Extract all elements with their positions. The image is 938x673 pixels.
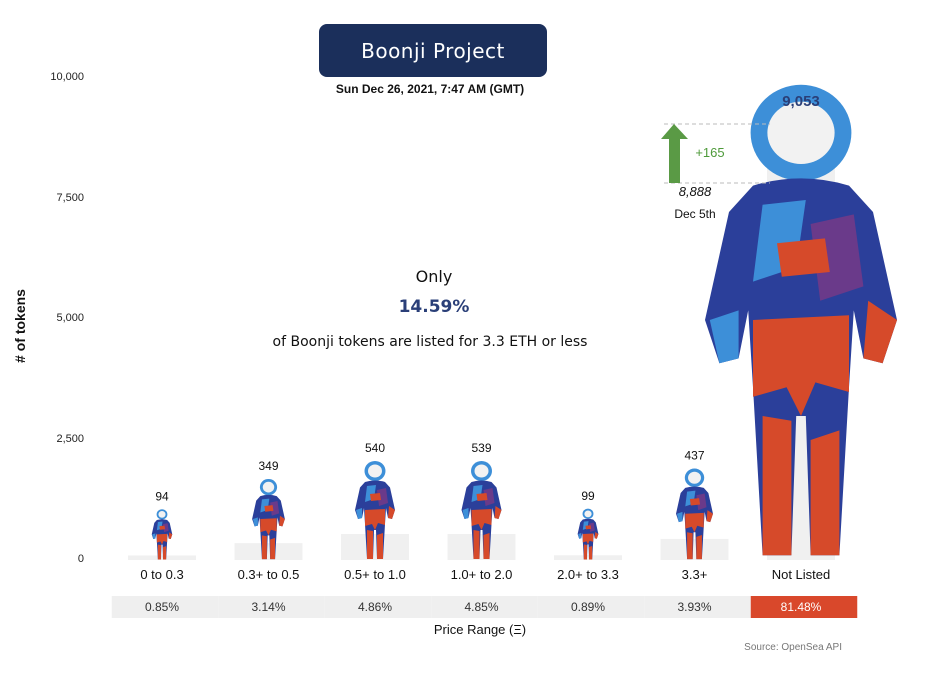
bar-4 (554, 555, 622, 560)
percent-cell-6 (750, 596, 858, 618)
y-tick-label: 10,000 (50, 71, 84, 83)
baseline-value: 8,888 (678, 184, 712, 199)
callout-percent: 14.59% (398, 297, 470, 317)
value-label-5: 437 (684, 449, 704, 463)
bar-2 (341, 533, 409, 560)
percent-label-1: 3.14% (251, 600, 285, 614)
category-label-6: Not Listed (772, 567, 831, 582)
chart-title: Boonji Project (319, 24, 547, 77)
bar-1 (234, 543, 303, 560)
value-label-1: 349 (258, 459, 278, 473)
y-tick-label: 0 (77, 553, 84, 565)
percent-label-3: 4.85% (464, 600, 498, 614)
percent-cell-5 (644, 596, 751, 618)
source-note: Source: OpenSea API (744, 642, 842, 653)
arrow-shaft (669, 138, 680, 183)
delta-label: +165 (695, 145, 725, 160)
percent-cell-3 (431, 596, 538, 618)
percent-label-4: 0.89% (571, 600, 605, 614)
callout-text: of Boonji tokens are listed for 3.3 ETH … (272, 334, 588, 350)
category-label-1: 0.3+ to 0.5 (238, 567, 300, 582)
percent-label-5: 3.93% (677, 600, 711, 614)
percent-label-2: 4.86% (358, 600, 392, 614)
percent-label-6: 81.48% (781, 600, 822, 614)
y-tick-label: 5,000 (56, 312, 84, 324)
arrow-head (661, 124, 688, 139)
category-label-2: 0.5+ to 1.0 (344, 567, 406, 582)
value-label-0: 94 (155, 490, 169, 504)
percent-label-0: 0.85% (145, 600, 179, 614)
category-label-3: 1.0+ to 2.0 (451, 567, 513, 582)
category-label-4: 2.0+ to 3.3 (557, 567, 619, 582)
category-label-5: 3.3+ (682, 567, 708, 582)
y-tick-label: 7,500 (56, 191, 84, 204)
y-axis-label: # of tokens (12, 289, 28, 363)
x-axis-label: Price Range (Ξ) (433, 622, 527, 637)
bar-3 (447, 534, 516, 560)
value-label-6: 9,053 (782, 93, 820, 110)
bar-5 (660, 538, 729, 560)
chart-subtitle: Sun Dec 26, 2021, 7:47 AM (GMT) (335, 82, 525, 96)
percent-cell-4 (537, 596, 645, 618)
astronaut-icon-4 (577, 508, 599, 560)
baseline-date: Dec 5th (674, 207, 716, 221)
value-label-3: 539 (471, 441, 491, 455)
percent-cell-0 (111, 596, 219, 618)
bar-0 (128, 555, 196, 560)
category-label-0: 0 to 0.3 (140, 567, 183, 582)
y-tick-label: 2,500 (56, 432, 84, 445)
value-label-2: 540 (365, 441, 385, 455)
value-label-4: 99 (581, 489, 595, 503)
astronaut-icon-0 (151, 509, 173, 560)
callout-prefix: Only (415, 267, 453, 286)
change-annotation (661, 123, 770, 184)
percent-cell-1 (218, 596, 325, 618)
percent-cell-2 (324, 596, 432, 618)
